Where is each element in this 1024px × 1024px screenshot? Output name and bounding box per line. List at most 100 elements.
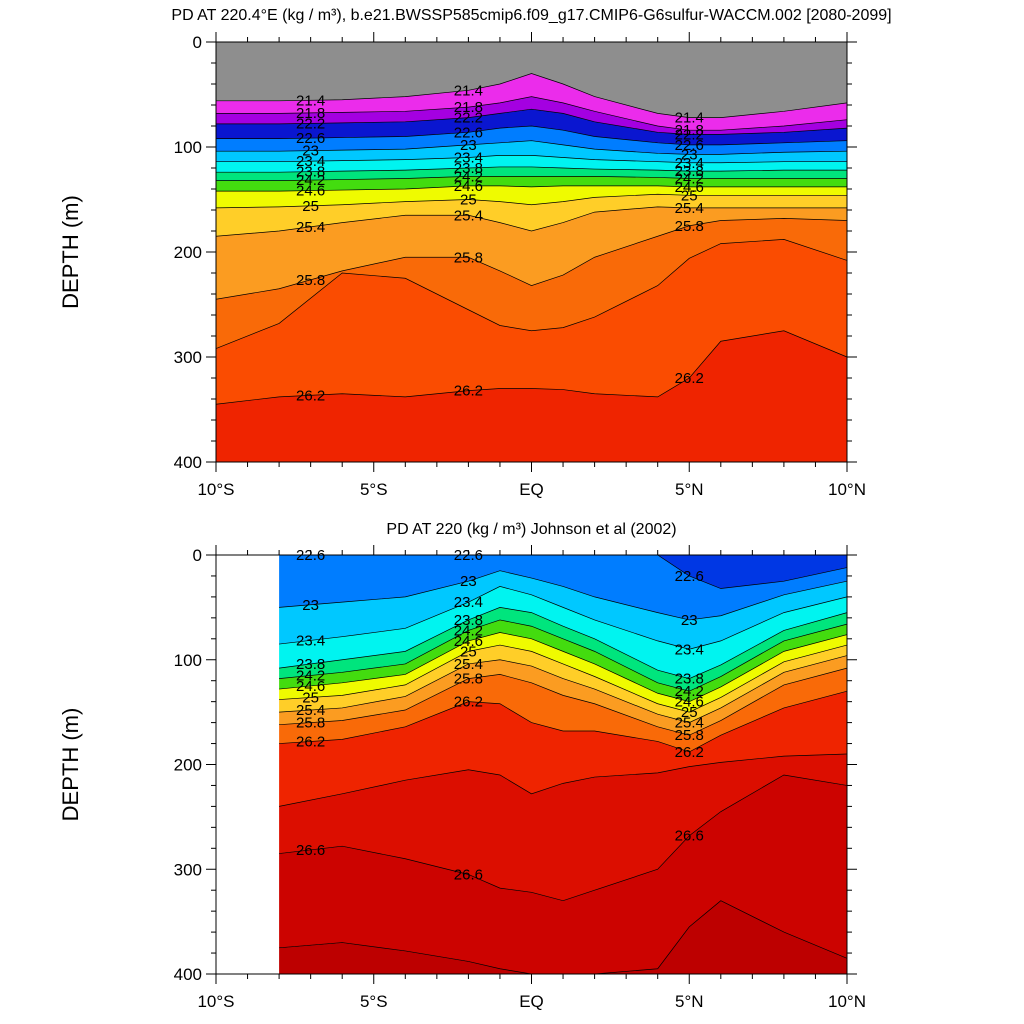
contour-line [215, 218, 848, 300]
contour-label: 26.6 [296, 842, 325, 859]
contour-label: 23.4 [675, 641, 704, 658]
contour-label: 25.4 [454, 656, 483, 673]
contour-label: 22.2 [675, 126, 704, 143]
contour-label: 25 [460, 192, 477, 209]
contour-label: 23 [681, 612, 698, 629]
contour-band [279, 555, 848, 589]
x-tick-label: 10°N [828, 992, 866, 1011]
contour-label: 25 [302, 689, 319, 706]
contour-label: 26.2 [296, 733, 325, 750]
contour-line [215, 239, 848, 349]
chart-title: PD AT 220.4°E (kg / m³), b.e21.BWSSP585c… [171, 7, 891, 24]
contour-band [279, 555, 848, 620]
contour-band [216, 194, 847, 237]
contour-band [216, 42, 847, 118]
contour-band [216, 206, 847, 300]
contour-line [215, 193, 847, 209]
x-tick-label: 5°S [360, 480, 388, 499]
contour-label: 26.2 [675, 370, 704, 387]
contour-band [279, 774, 848, 974]
contour-label: 24.2 [454, 622, 483, 639]
contour-label: 23.8 [675, 671, 704, 688]
contour-label: 24.6 [675, 694, 704, 711]
y-tick-label: 200 [174, 756, 202, 775]
contour-label: 23.4 [296, 632, 325, 649]
contour-label: 26.6 [675, 828, 704, 845]
contour-label: 24.6 [454, 633, 483, 650]
contour-line [279, 774, 848, 902]
contour-band [216, 73, 847, 131]
contour-label: 21.4 [454, 82, 483, 99]
y-axis-label: DEPTH (m) [58, 195, 83, 309]
contour-line [216, 73, 848, 118]
contour-band [216, 176, 847, 192]
panel-top: PD AT 220.4°E (kg / m³), b.e21.BWSSP585c… [58, 7, 892, 499]
contour-label: 25.4 [296, 219, 325, 236]
y-axis-label: DEPTH (m) [58, 708, 83, 822]
contour-line [216, 96, 848, 131]
contour-band [279, 586, 848, 679]
contour-label: 25 [302, 198, 319, 215]
contour-label: 22.2 [454, 110, 483, 127]
contour-label: 25.8 [675, 727, 704, 744]
contour-line [279, 753, 848, 807]
contour-line [216, 185, 847, 192]
contour-band [216, 140, 847, 163]
contour-band [216, 109, 847, 145]
contour-label: 22.2 [296, 115, 325, 132]
contour-label: 24.6 [296, 183, 325, 200]
contour-label: 24.2 [675, 171, 704, 188]
x-tick-label: 10°S [197, 992, 234, 1011]
contour-line [279, 655, 848, 723]
contour-line [279, 586, 848, 650]
contour-label: 26.2 [454, 383, 483, 400]
contour-band [216, 330, 847, 462]
contour-label: 23 [302, 143, 319, 160]
y-tick-label: 200 [174, 243, 202, 262]
contour-line [279, 632, 848, 703]
y-tick-label: 0 [193, 33, 202, 52]
contour-band [279, 900, 848, 974]
y-tick-label: 400 [174, 453, 202, 472]
contour-line [279, 607, 848, 679]
y-tick-label: 0 [193, 546, 202, 565]
panel-bottom: PD AT 220 (kg / m³) Johnson et al (2002)… [58, 521, 866, 1011]
contour-label: 23 [302, 597, 319, 614]
contour-label: 25.4 [454, 207, 483, 224]
contour-band [216, 155, 847, 173]
x-tick-label: 5°N [675, 480, 704, 499]
contour-label: 24.6 [454, 178, 483, 195]
contour-band [216, 218, 847, 349]
contour-label: 22.6 [675, 568, 704, 585]
contour-band [216, 239, 847, 405]
contour-label: 24.6 [296, 678, 325, 695]
contour-line [216, 155, 847, 164]
contour-label: 25.4 [296, 702, 325, 719]
contour-label: 23.8 [454, 612, 483, 629]
contour-line [279, 667, 848, 736]
contour-label: 25.8 [454, 671, 483, 688]
x-tick-label: 10°S [197, 480, 234, 499]
contour-line [279, 570, 848, 621]
contour-label: 25 [681, 704, 698, 721]
x-tick-label: 10°N [828, 480, 866, 499]
x-tick-label: 5°N [675, 992, 704, 1011]
contour-label: 23 [460, 573, 477, 590]
y-tick-label: 100 [174, 651, 202, 670]
contour-line [216, 125, 848, 146]
chart-title: PD AT 220 (kg / m³) Johnson et al (2002) [386, 521, 676, 538]
contour-band [216, 126, 847, 155]
contour-label: 25 [681, 187, 698, 204]
contour-label: 22.6 [675, 137, 704, 154]
contour-line [216, 140, 848, 155]
contour-band [216, 166, 847, 181]
contour-label: 24.2 [454, 168, 483, 185]
contour-label: 24.6 [675, 179, 704, 196]
contour-label: 21.8 [675, 122, 704, 139]
contour-label: 24.2 [675, 683, 704, 700]
contour-label: 21.8 [296, 105, 325, 122]
contour-label: 21.8 [454, 99, 483, 116]
contour-label: 24.2 [296, 172, 325, 189]
x-tick-label: 5°S [360, 992, 388, 1011]
